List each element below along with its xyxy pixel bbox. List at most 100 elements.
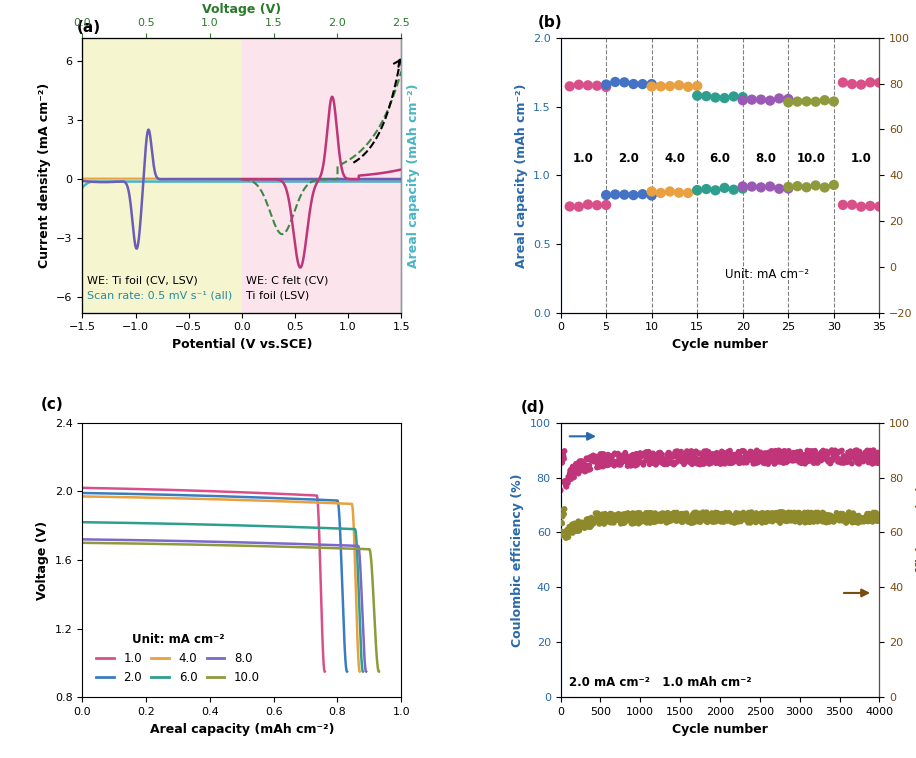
Point <box>767 453 781 465</box>
Point <box>702 512 716 525</box>
Point <box>776 448 791 460</box>
Point <box>706 453 721 465</box>
Point <box>698 508 713 520</box>
Point <box>665 450 680 462</box>
Point <box>583 520 598 532</box>
Point <box>585 518 600 530</box>
Point <box>812 451 826 463</box>
Point <box>578 459 593 471</box>
Point <box>793 446 808 458</box>
Point <box>845 446 860 459</box>
Point <box>785 514 800 526</box>
Point <box>752 450 767 462</box>
Point <box>736 509 751 522</box>
Point <box>633 447 648 459</box>
Point <box>809 512 823 524</box>
Point <box>630 459 645 471</box>
Point <box>631 449 646 462</box>
Point <box>862 508 877 520</box>
Point <box>573 521 588 533</box>
Point <box>822 454 836 466</box>
Point <box>780 450 795 462</box>
Point <box>721 513 736 525</box>
Point <box>608 448 623 460</box>
Point <box>742 512 757 524</box>
Point <box>806 516 821 528</box>
Point <box>651 510 666 522</box>
Point <box>556 503 571 515</box>
Point <box>632 507 647 519</box>
Point <box>749 450 764 462</box>
Point <box>864 512 878 524</box>
Point <box>559 532 573 544</box>
Point <box>787 509 802 522</box>
Point <box>841 515 856 527</box>
Point <box>861 453 876 465</box>
Point <box>749 514 764 526</box>
Point <box>754 181 769 193</box>
Point <box>831 513 845 525</box>
Point <box>795 514 810 526</box>
Point <box>698 507 713 519</box>
Point <box>801 506 815 518</box>
Point <box>717 456 732 468</box>
Point <box>755 517 769 529</box>
Point <box>659 516 673 528</box>
Point <box>559 481 573 493</box>
Point <box>791 446 805 459</box>
Point <box>677 515 692 527</box>
Point <box>563 522 578 534</box>
Point <box>606 456 621 468</box>
Point <box>783 509 798 521</box>
Point <box>572 462 587 474</box>
Point <box>623 455 638 467</box>
Point <box>775 446 790 459</box>
Point <box>636 509 650 522</box>
Point <box>823 509 837 522</box>
Point <box>685 509 700 522</box>
Point <box>577 522 592 534</box>
Point <box>634 515 649 528</box>
Text: 2.0: 2.0 <box>618 152 639 164</box>
Point <box>560 475 574 487</box>
Point <box>861 513 876 525</box>
Point <box>719 452 734 464</box>
Point <box>819 516 834 528</box>
Point <box>786 446 801 459</box>
Text: Unit: mA cm⁻²: Unit: mA cm⁻² <box>725 268 809 281</box>
Point <box>733 512 747 524</box>
Point <box>766 449 780 462</box>
Point <box>635 448 649 460</box>
Point <box>770 453 785 465</box>
Point <box>692 507 706 519</box>
Point <box>629 512 644 525</box>
Point <box>655 449 670 461</box>
Point <box>779 515 793 527</box>
Point <box>630 450 645 462</box>
Point <box>743 446 758 458</box>
Point <box>628 508 643 520</box>
Point <box>774 510 789 522</box>
Point <box>770 510 785 522</box>
Point <box>711 510 725 522</box>
Point <box>553 530 568 542</box>
Point <box>747 512 761 525</box>
Point <box>639 449 654 461</box>
Point <box>827 515 842 527</box>
Point <box>661 515 676 528</box>
Point <box>554 525 569 537</box>
Point <box>575 456 590 468</box>
Point <box>619 514 634 526</box>
Point <box>613 514 627 526</box>
Point <box>867 508 881 520</box>
Point <box>819 515 834 527</box>
Point <box>681 456 695 468</box>
Point <box>718 515 733 527</box>
Point <box>557 445 572 457</box>
Point <box>657 509 671 521</box>
Point <box>569 458 583 470</box>
Point <box>791 448 806 460</box>
Point <box>736 91 750 103</box>
Point <box>714 446 729 458</box>
Text: Scan rate: 0.5 mV s⁻¹ (all): Scan rate: 0.5 mV s⁻¹ (all) <box>87 291 232 301</box>
